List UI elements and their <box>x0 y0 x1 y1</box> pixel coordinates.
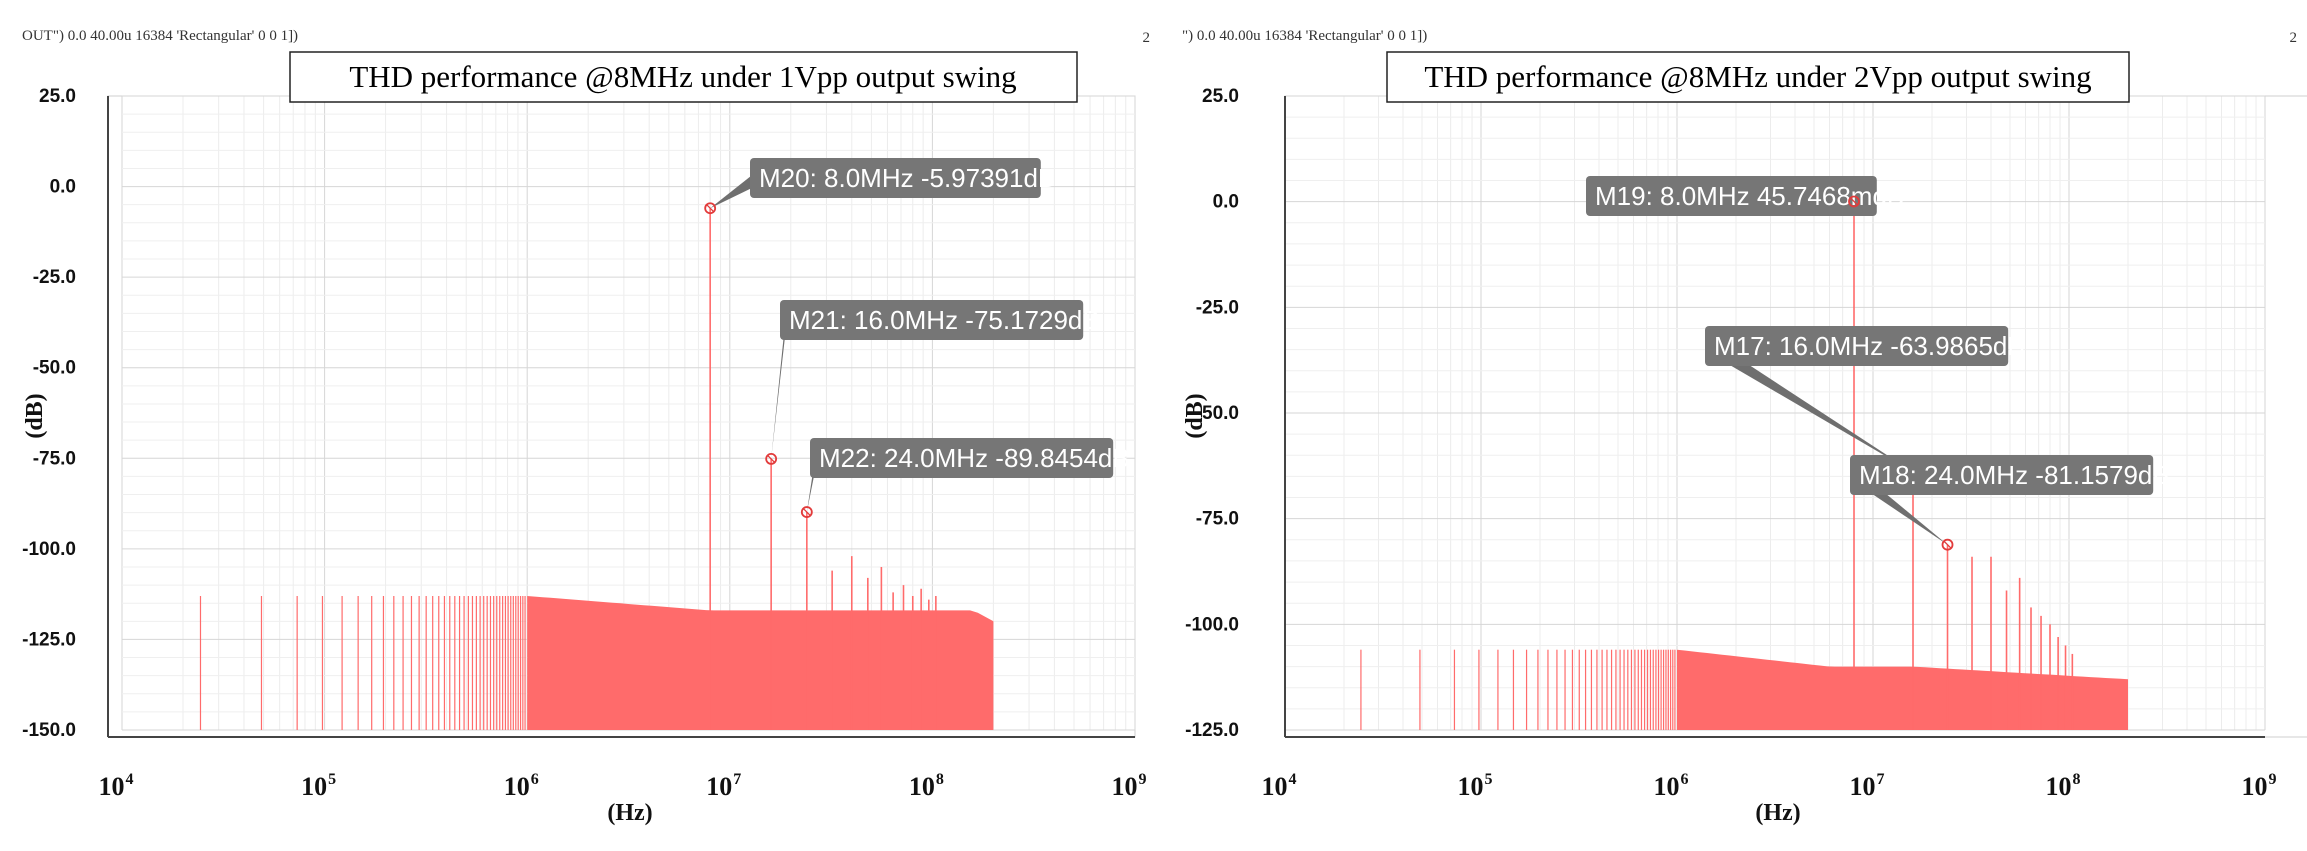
title-box <box>289 51 1078 103</box>
marker-pointer <box>771 314 786 459</box>
grid <box>121 95 1136 731</box>
y-tick-label: -50.0 <box>33 358 76 379</box>
x-tick-label: 108 <box>909 771 944 801</box>
marker-label: M18: 24.0MHz -81.1579dB <box>1859 460 2170 490</box>
noise-floor-fill <box>527 596 994 730</box>
marker-label-box <box>810 438 1114 478</box>
x-axis-label: (Hz) <box>607 800 652 826</box>
chart-1vpp: M20: 8.0MHz -5.97391dB M21: 16.0MHz -75.1… <box>22 28 1151 826</box>
header-command: ") 0.0 40.00u 16384 'Rectangular' 0 0 1]… <box>1182 28 1427 44</box>
marker-label-box <box>1586 176 1877 216</box>
title-box <box>1386 51 2130 103</box>
marker-dot <box>765 453 778 465</box>
x-axis-label: (Hz) <box>1755 800 1800 826</box>
marker-label: M21: 16.0MHz -75.1729dB <box>789 305 1100 335</box>
marker-dot <box>1941 538 1954 551</box>
y-tick-label: -75.0 <box>1196 509 1239 530</box>
y-axis-label: (dB) <box>22 393 48 438</box>
marker-label: M22: 24.0MHz -89.8454dB <box>819 443 1130 473</box>
x-tick-label: 107 <box>706 771 741 801</box>
x-tick-label: 109 <box>1112 771 1147 801</box>
chart-panel-2vpp: M19: 8.0MHz 45.7468mdB M17: 16.0MHz -63.9… <box>1160 0 2307 851</box>
x-tick-label: 105 <box>1458 771 1493 801</box>
marker-cross <box>706 204 715 213</box>
x-tick-label: 105 <box>301 771 336 801</box>
chart-2vpp: M19: 8.0MHz 45.7468mdB M17: 16.0MHz -63.9… <box>1182 28 2307 826</box>
y-tick-label: -50.0 <box>1196 403 1239 424</box>
noise-floor <box>1360 649 2129 730</box>
marker-dot <box>1848 195 1860 208</box>
y-axis-label: (dB) <box>1182 393 1208 438</box>
y-tick-label: 0.0 <box>1213 192 1239 213</box>
marker-dot <box>704 202 717 215</box>
marker-label: M17: 16.0MHz -63.9865dB <box>1714 331 2025 361</box>
noise-floor-fill <box>1677 649 2129 730</box>
marker-cross <box>767 454 776 463</box>
marker-label: M19: 8.0MHz 45.7468mdB <box>1595 181 1904 211</box>
marker-label-box <box>780 300 1084 340</box>
marker-cross <box>1943 540 1952 549</box>
marker-callouts: M19: 8.0MHz 45.7468mdB M17: 16.0MHz -63.9… <box>1586 176 2170 551</box>
y-tick-label: 0.0 <box>50 177 76 198</box>
marker-dot <box>800 506 813 518</box>
y-tick-label: -150.0 <box>22 720 76 741</box>
noise-floor <box>199 595 994 730</box>
y-tick-label: -125.0 <box>1185 720 1239 741</box>
x-tick-label: 104 <box>1262 771 1297 801</box>
marker-callouts: M20: 8.0MHz -5.97391dB M21: 16.0MHz -75.1… <box>704 158 1130 518</box>
x-ticks: 104 105 106 107 108 109 <box>99 771 1147 801</box>
y-tick-label: -100.0 <box>22 539 76 560</box>
marker-label-box <box>1850 455 2154 495</box>
marker-label: M20: 8.0MHz -5.97391dB <box>759 163 1055 193</box>
marker-cross <box>802 508 811 517</box>
y-ticks: 25.0 0.0 -25.0 -50.0 -75.0 -100.0 -125.0 <box>1185 86 1239 741</box>
x-tick-label: 109 <box>2242 771 2277 801</box>
chart-title: THD performance @8MHz under 2Vpp output … <box>1424 59 2091 94</box>
x-ticks: 104 105 106 107 108 109 <box>1262 771 2277 801</box>
chart-panel-1vpp: M20: 8.0MHz -5.97391dB M21: 16.0MHz -75.1… <box>22 28 1151 826</box>
marker-pointer <box>710 172 756 209</box>
x-tick-label: 106 <box>1654 771 1689 801</box>
y-tick-label: -100.0 <box>1185 614 1239 635</box>
marker-label-box <box>750 158 1041 198</box>
y-tick-label: -75.0 <box>33 448 76 469</box>
x-tick-label: 104 <box>99 771 134 801</box>
harmonic-spikes <box>709 208 937 730</box>
marker-label-box <box>1705 326 2009 366</box>
x-tick-label: 108 <box>2046 771 2081 801</box>
marker-cross <box>1850 197 1858 206</box>
y-tick-label: -25.0 <box>1196 297 1239 318</box>
header-command: OUT") 0.0 40.00u 16384 'Rectangular' 0 0… <box>22 28 298 44</box>
y-ticks: 25.0 0.0 -25.0 -50.0 -75.0 -100.0 -125.0 -150.0 <box>22 86 76 741</box>
x-tick-label: 106 <box>504 771 539 801</box>
header-index: 2 <box>1143 30 1151 46</box>
y-tick-label: -125.0 <box>22 629 76 650</box>
chart-title: THD performance @8MHz under 1Vpp output … <box>349 59 1016 94</box>
header-index: 2 <box>2290 30 2298 46</box>
y-tick-label: 25.0 <box>39 86 76 107</box>
x-tick-label: 107 <box>1850 771 1885 801</box>
y-tick-label: -25.0 <box>33 267 76 288</box>
y-tick-label: 25.0 <box>1202 86 1239 107</box>
